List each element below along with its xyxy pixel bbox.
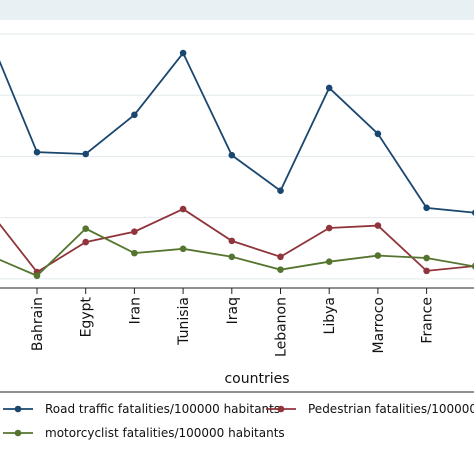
x-tick-label: France [420, 297, 436, 344]
data-point [179, 205, 187, 213]
outer-band [0, 0, 474, 20]
series-line [0, 227, 474, 277]
x-tick-label: Tunisia [176, 297, 192, 346]
legend-marker [277, 405, 285, 413]
data-point [325, 84, 333, 92]
data-point [131, 228, 138, 236]
data-point [179, 245, 187, 253]
data-point [228, 253, 236, 261]
data-point [82, 150, 89, 158]
data-point [423, 254, 430, 262]
data-point [277, 266, 284, 273]
series-line [0, 51, 474, 214]
data-point [325, 258, 333, 265]
data-point [131, 249, 138, 257]
data-point [228, 151, 236, 159]
data-point [179, 49, 187, 57]
x-tick-label: Iraq [225, 297, 241, 324]
legend-label: Pedestrian fatalities/100000 [308, 402, 474, 416]
data-point [374, 252, 382, 259]
x-tick-label: Lebanon [274, 297, 290, 357]
data-point [33, 148, 41, 156]
data-point [423, 267, 430, 275]
data-point [33, 272, 41, 280]
data-point [82, 238, 89, 246]
legend-marker [14, 405, 22, 413]
x-tick-label: Iran [127, 297, 143, 324]
data-point [277, 187, 284, 195]
data-point [277, 253, 284, 261]
data-point [131, 111, 138, 119]
legend-label: Road traffic fatalities/100000 habitants [45, 402, 280, 416]
legend-box [0, 391, 474, 474]
data-point [228, 237, 236, 245]
x-tick-label: Marroco [371, 297, 387, 353]
data-point [325, 224, 333, 232]
legend-label: motorcyclist fatalities/100000 habitants [45, 426, 285, 440]
x-axis-title: countries [224, 371, 289, 387]
series-line [0, 208, 474, 274]
x-tick-label: Bahrain [30, 297, 46, 351]
x-tick-label: Libya [322, 297, 338, 334]
legend-marker [14, 429, 22, 437]
x-tick-label: Egypt [79, 297, 95, 338]
data-point [374, 222, 382, 229]
data-point [423, 204, 430, 212]
data-point [82, 225, 89, 232]
data-point [374, 130, 382, 138]
